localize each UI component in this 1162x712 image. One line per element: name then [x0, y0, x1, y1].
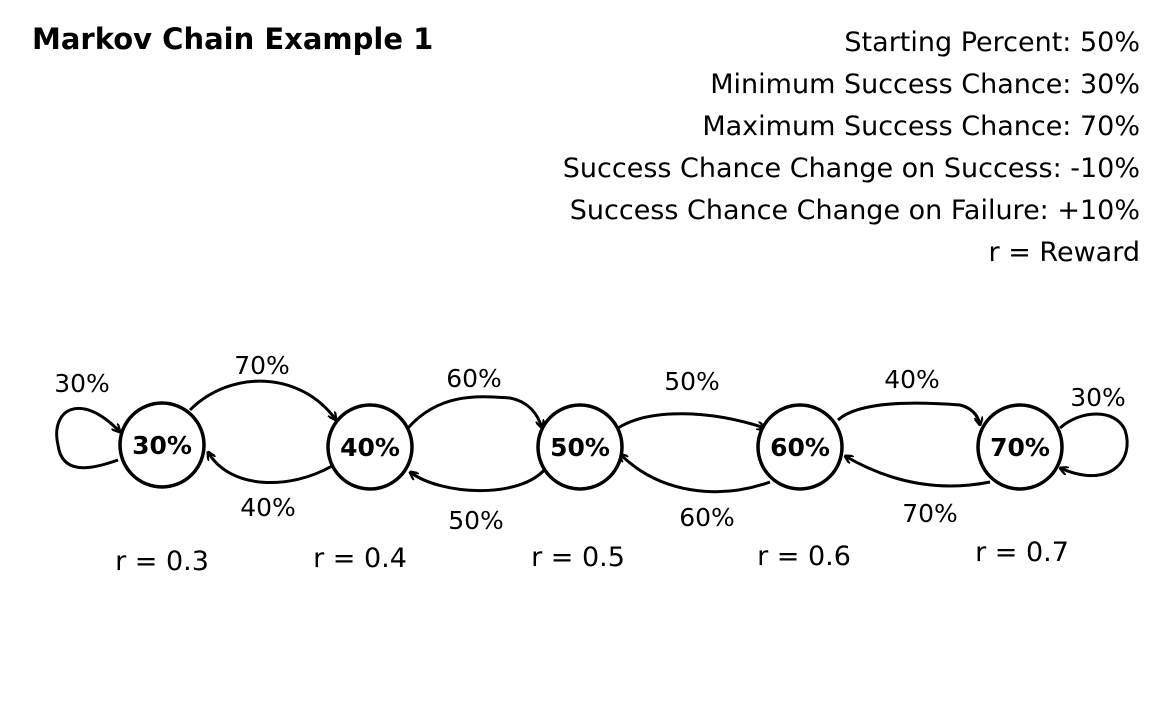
state-label-60: 60%: [770, 433, 830, 462]
arrow-60-to-70: [836, 401, 980, 425]
diagram-title: Markov Chain Example 1: [32, 22, 434, 56]
state-label-50: 50%: [550, 433, 610, 462]
state-circle-30: [118, 401, 206, 489]
forward-label-60-70: 40%: [884, 365, 940, 394]
arrow-50-to-60: [617, 412, 765, 428]
reward-label-70: r = 0.7: [975, 537, 1069, 568]
reward-label-30: r = 0.3: [115, 546, 209, 577]
state-circle-60: [756, 403, 844, 491]
backward-label-50-40: 50%: [448, 506, 504, 535]
parameters-panel: Starting Percent: 50% Minimum Success Ch…: [563, 22, 1140, 274]
arrow-40-to-30: [208, 452, 333, 485]
arrow-30-to-40: [188, 379, 336, 420]
state-circle-50: [536, 403, 624, 491]
state-label-40: 40%: [340, 433, 400, 462]
forward-label-40-50: 60%: [446, 364, 502, 393]
state-circle-40: [326, 403, 414, 491]
state-label-30: 30%: [132, 431, 192, 460]
change-on-failure-text: Success Chance Change on Failure: +10%: [569, 195, 1140, 226]
forward-label-50-60: 50%: [664, 367, 720, 396]
reward-legend-text: r = Reward: [988, 237, 1140, 268]
self-loop-arrow-30: [55, 406, 120, 470]
state-circle-70: [976, 403, 1064, 491]
forward-label-30-40: 70%: [234, 351, 290, 380]
arrow-60-to-50: [620, 454, 771, 494]
reward-label-40: r = 0.4: [313, 543, 407, 574]
self-loop-label-70: 30%: [1070, 383, 1126, 412]
starting-percent-text: Starting Percent: 50%: [844, 27, 1140, 58]
arrow-50-to-40: [410, 467, 548, 493]
self-loop-arrow-70: [1060, 412, 1129, 478]
change-on-success-text: Success Chance Change on Success: -10%: [562, 153, 1140, 184]
backward-label-40-30: 40%: [240, 493, 296, 522]
state-label-70: 70%: [990, 433, 1050, 462]
minimum-success-text: Minimum Success Chance: 30%: [710, 69, 1140, 100]
backward-label-60-50: 60%: [679, 503, 735, 532]
self-loop-label-30: 30%: [54, 369, 110, 398]
arrow-70-to-60: [845, 456, 991, 488]
backward-label-70-60: 70%: [902, 499, 958, 528]
reward-label-50: r = 0.5: [531, 542, 625, 573]
reward-label-60: r = 0.6: [757, 541, 851, 572]
maximum-success-text: Maximum Success Chance: 70%: [702, 111, 1140, 142]
arrow-40-to-50: [406, 395, 542, 428]
